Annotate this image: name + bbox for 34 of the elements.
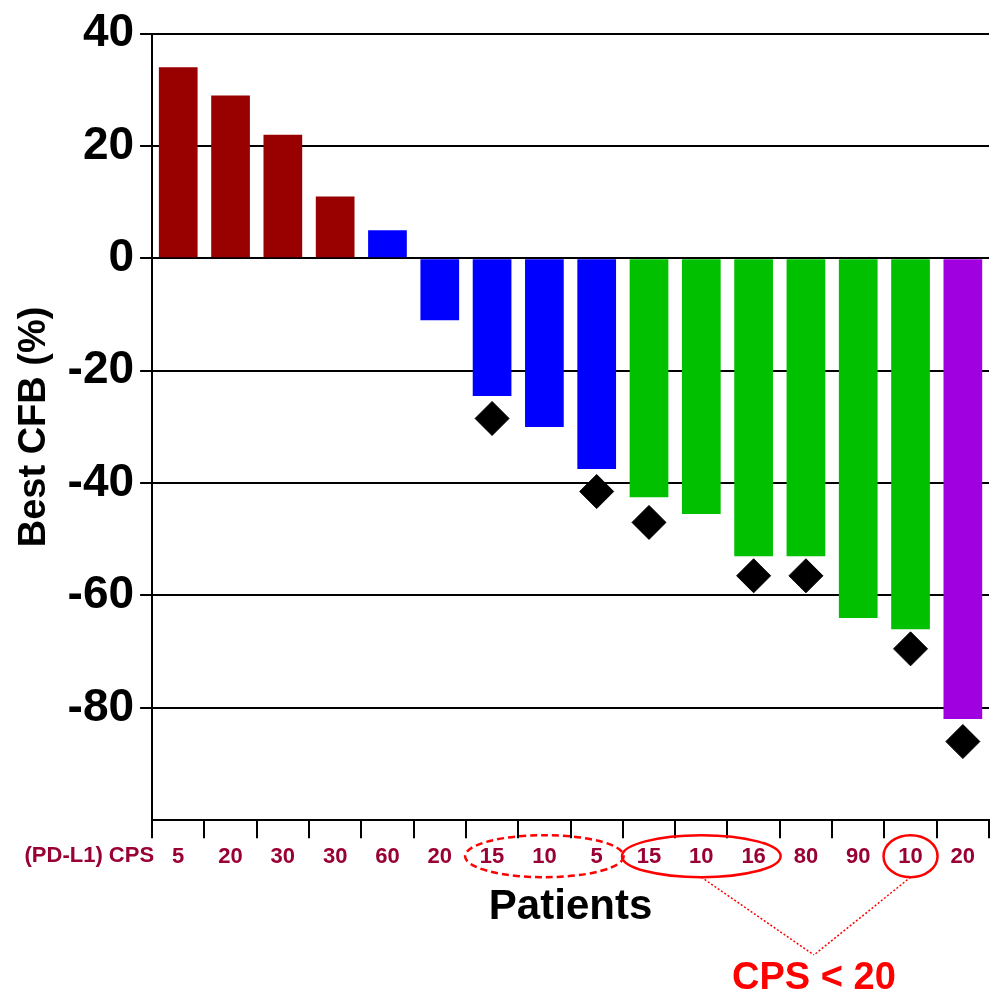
y-tick-label: 20 (82, 116, 135, 169)
x-tick-label: 80 (793, 843, 819, 869)
point (788, 558, 824, 594)
x-tick-label: 30 (322, 843, 348, 869)
x-tick-label: 30 (270, 843, 296, 869)
x-axis-title: Patients (488, 881, 653, 929)
y-axis-title: Best CFB (%) (11, 306, 54, 548)
x-tick-label: 10 (689, 843, 714, 869)
x-tick-label: 20 (427, 843, 453, 869)
text: CPS < 20 (732, 955, 896, 998)
point (631, 504, 667, 540)
x-tick-label: 5 (590, 843, 603, 869)
x-tick-label: 16 (741, 843, 766, 869)
point (579, 474, 615, 510)
x-tick-label: 20 (218, 843, 243, 869)
y-tick-label: 0 (108, 229, 135, 282)
x-tick-label: 10 (532, 843, 557, 869)
x-tick-label: 15 (636, 843, 662, 869)
x-tick-label: 60 (375, 843, 400, 869)
point (474, 400, 510, 436)
x-tick-label: 5 (172, 843, 185, 869)
x-tick-label: 90 (845, 843, 871, 869)
y-tick-label: -60 (67, 566, 135, 619)
x-tick-label: 20 (950, 843, 976, 869)
x-tick-label: 15 (479, 843, 505, 869)
y-tick-label: -40 (67, 453, 135, 506)
text: (PD-L1) CPS (24, 842, 155, 868)
point (736, 558, 772, 594)
x-tick-label: 10 (898, 843, 923, 869)
point (893, 631, 929, 667)
y-tick-label: 40 (82, 4, 135, 57)
point (945, 724, 981, 760)
y-tick-label: -80 (67, 678, 135, 731)
y-tick-label: -20 (67, 341, 135, 394)
